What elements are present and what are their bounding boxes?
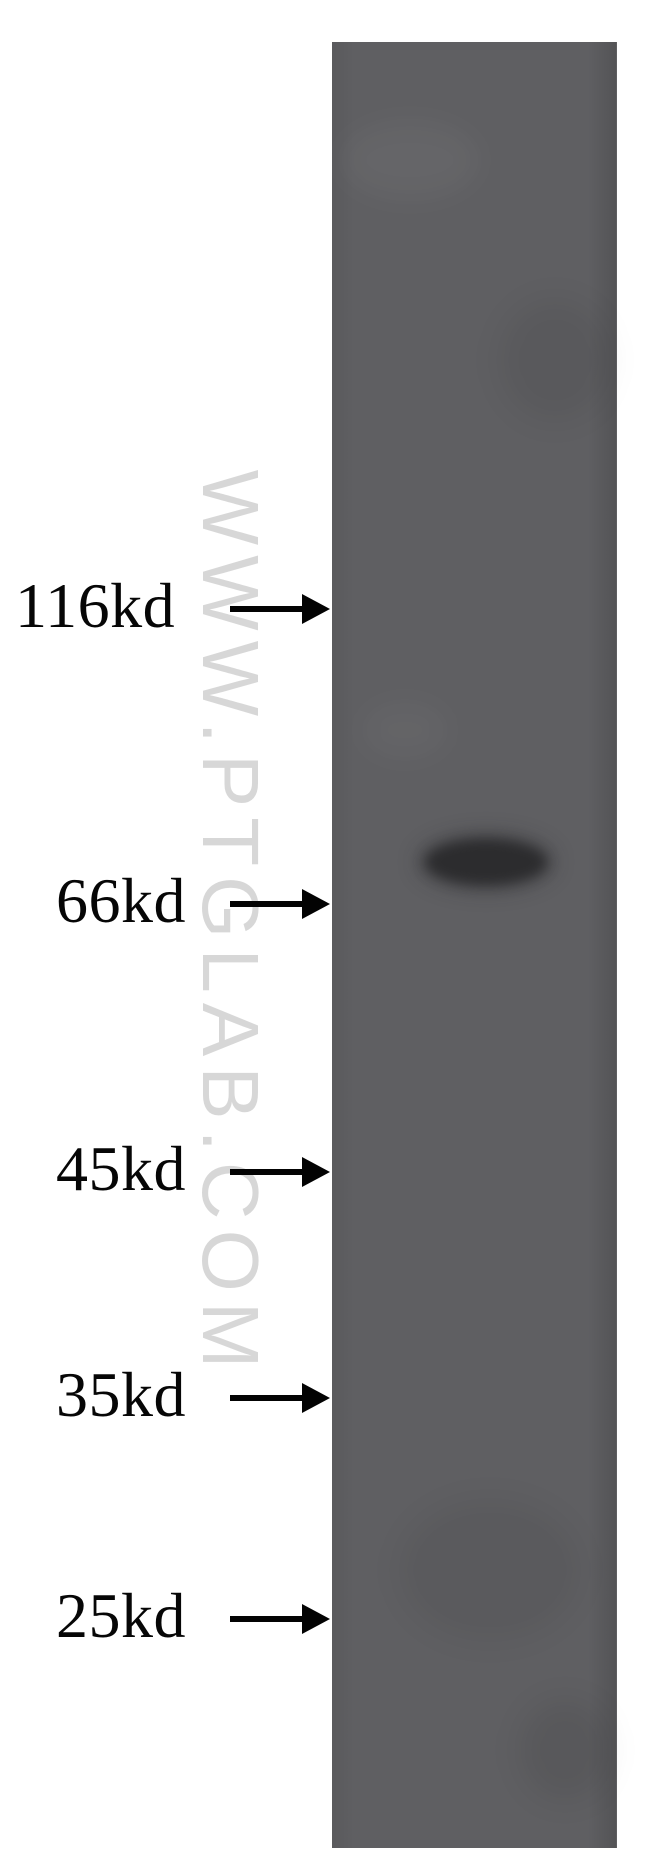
lane-smudge — [520, 1700, 610, 1800]
lane-smudge — [400, 1500, 580, 1640]
arrow-right-icon — [230, 887, 330, 921]
mw-marker-label: 116kd — [15, 569, 175, 643]
mw-marker-label: 25kd — [56, 1579, 186, 1653]
mw-marker: 66kd — [0, 864, 330, 944]
mw-marker: 35kd — [0, 1358, 330, 1438]
lane-edge-shade-left — [332, 42, 354, 1848]
mw-marker-label: 35kd — [56, 1358, 186, 1432]
mw-marker-label: 45kd — [56, 1132, 186, 1206]
mw-marker: 45kd — [0, 1132, 330, 1212]
mw-marker-label: 66kd — [56, 864, 186, 938]
arrow-right-icon — [230, 592, 330, 626]
lane-smudge — [340, 120, 480, 200]
arrow-right-icon — [230, 1381, 330, 1415]
mw-marker: 25kd — [0, 1579, 330, 1659]
arrow-right-icon — [230, 1155, 330, 1189]
arrow-right-icon — [230, 1602, 330, 1636]
lane-smudge — [500, 300, 610, 420]
mw-marker: 116kd — [0, 569, 330, 649]
lane-edge-shade-right — [588, 42, 616, 1848]
lane-smudge — [360, 700, 450, 760]
protein-band — [426, 840, 546, 884]
